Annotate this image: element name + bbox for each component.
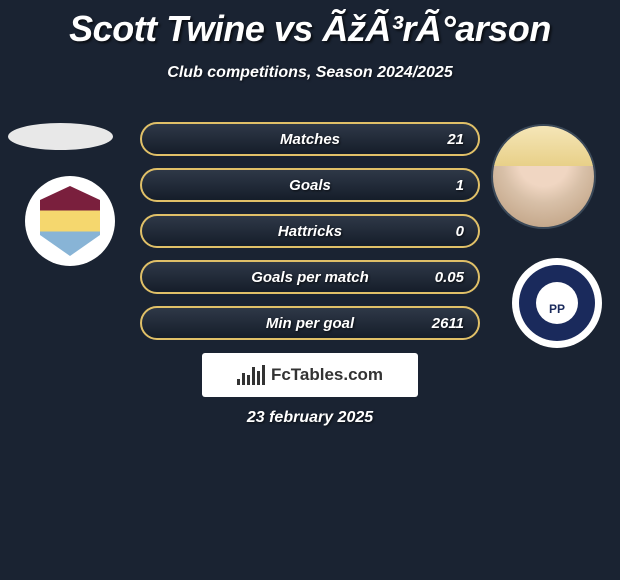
stat-row: Min per goal 2611 bbox=[140, 306, 480, 340]
bar-chart-icon bbox=[237, 365, 265, 385]
stat-row: Goals 1 bbox=[140, 168, 480, 202]
brand-badge[interactable]: FcTables.com bbox=[202, 353, 418, 397]
brand-text: FcTables.com bbox=[271, 365, 383, 385]
player-right-avatar bbox=[491, 124, 596, 229]
club-left-crest bbox=[40, 186, 100, 256]
stat-right-value: 0.05 bbox=[424, 269, 464, 286]
stat-right-value: 21 bbox=[424, 131, 464, 148]
stat-label: Goals per match bbox=[251, 269, 369, 286]
stat-label: Matches bbox=[280, 131, 340, 148]
club-left-badge bbox=[25, 176, 115, 266]
club-right-badge bbox=[512, 258, 602, 348]
stat-right-value: 2611 bbox=[424, 315, 464, 332]
stats-table: Matches 21 Goals 1 Hattricks 0 Goals per… bbox=[140, 122, 480, 352]
stat-row: Matches 21 bbox=[140, 122, 480, 156]
season-subtitle: Club competitions, Season 2024/2025 bbox=[0, 64, 620, 82]
stat-label: Hattricks bbox=[278, 223, 342, 240]
stat-row: Goals per match 0.05 bbox=[140, 260, 480, 294]
stat-right-value: 1 bbox=[424, 177, 464, 194]
stat-label: Goals bbox=[289, 177, 331, 194]
comparison-title: Scott Twine vs ÃžÃ³rÃ°arson bbox=[0, 0, 620, 50]
comparison-date: 23 february 2025 bbox=[0, 409, 620, 427]
player-left-avatar bbox=[8, 123, 113, 150]
stat-row: Hattricks 0 bbox=[140, 214, 480, 248]
club-right-crest bbox=[519, 265, 595, 341]
stat-right-value: 0 bbox=[424, 223, 464, 240]
stat-label: Min per goal bbox=[266, 315, 354, 332]
